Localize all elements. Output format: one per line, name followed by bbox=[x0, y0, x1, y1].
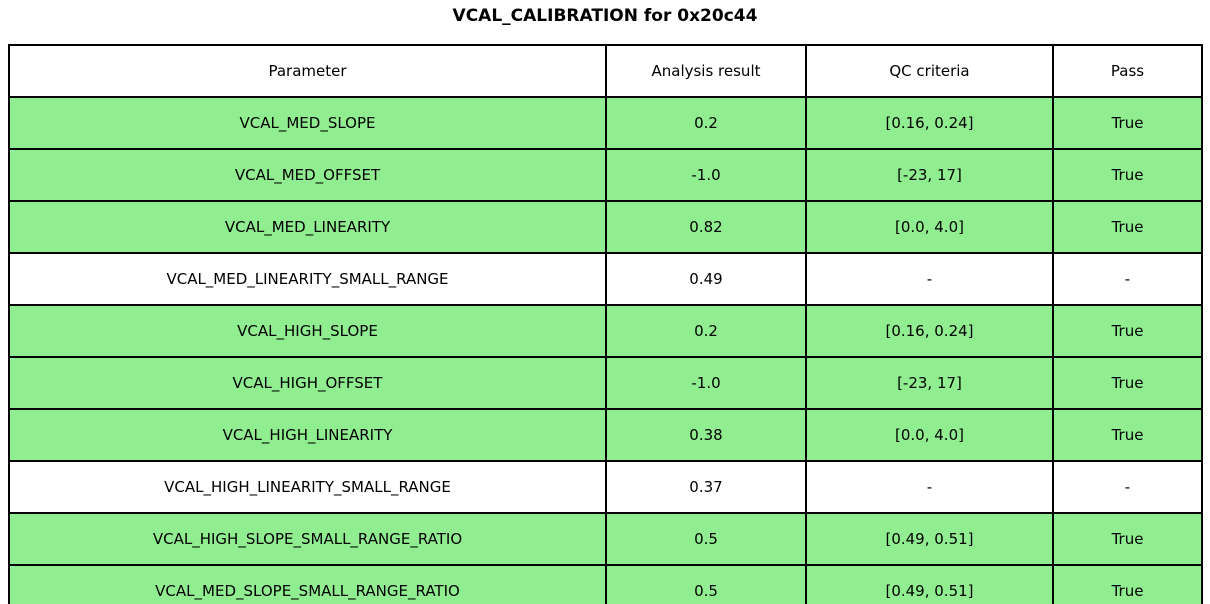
cell-pass: True bbox=[1052, 304, 1203, 358]
cell-pass: True bbox=[1052, 200, 1203, 254]
cell-parameter: VCAL_MED_LINEARITY_SMALL_RANGE bbox=[8, 252, 607, 306]
header-pass: Pass bbox=[1052, 44, 1203, 98]
table-row: VCAL_MED_OFFSET -1.0 [-23, 17] True bbox=[8, 148, 1203, 202]
cell-analysis-result: 0.2 bbox=[605, 304, 807, 358]
cell-qc-criteria: [-23, 17] bbox=[805, 356, 1054, 410]
cell-pass: True bbox=[1052, 512, 1203, 566]
table-row: VCAL_MED_SLOPE 0.2 [0.16, 0.24] True bbox=[8, 96, 1203, 150]
table-row: VCAL_MED_SLOPE_SMALL_RANGE_RATIO 0.5 [0.49… bbox=[8, 564, 1203, 604]
cell-pass: - bbox=[1052, 252, 1203, 306]
cell-pass: True bbox=[1052, 148, 1203, 202]
qc-criteria-table: Parameter Analysis result QC criteria Pa… bbox=[8, 44, 1203, 604]
cell-qc-criteria: [0.0, 4.0] bbox=[805, 408, 1054, 462]
cell-analysis-result: 0.37 bbox=[605, 460, 807, 514]
cell-pass: - bbox=[1052, 460, 1203, 514]
cell-pass: True bbox=[1052, 564, 1203, 604]
cell-qc-criteria: - bbox=[805, 252, 1054, 306]
cell-parameter: VCAL_HIGH_SLOPE bbox=[8, 304, 607, 358]
cell-parameter: VCAL_MED_LINEARITY bbox=[8, 200, 607, 254]
cell-qc-criteria: [-23, 17] bbox=[805, 148, 1054, 202]
table-row: VCAL_HIGH_SLOPE 0.2 [0.16, 0.24] True bbox=[8, 304, 1203, 358]
cell-parameter: VCAL_MED_SLOPE bbox=[8, 96, 607, 150]
cell-analysis-result: 0.38 bbox=[605, 408, 807, 462]
cell-pass: True bbox=[1052, 408, 1203, 462]
table-row: VCAL_MED_LINEARITY_SMALL_RANGE 0.49- - bbox=[8, 252, 1203, 306]
cell-pass: True bbox=[1052, 356, 1203, 410]
header-qc-criteria: QC criteria bbox=[805, 44, 1054, 98]
table-row: VCAL_MED_LINEARITY 0.82 [0.0, 4.0] True bbox=[8, 200, 1203, 254]
header-analysis-result: Analysis result bbox=[605, 44, 807, 98]
cell-parameter: VCAL_HIGH_OFFSET bbox=[8, 356, 607, 410]
table-row: VCAL_HIGH_LINEARITY 0.38 [0.0, 4.0] True bbox=[8, 408, 1203, 462]
cell-qc-criteria: [0.49, 0.51] bbox=[805, 512, 1054, 566]
page-title: VCAL_CALIBRATION for 0x20c44 bbox=[452, 6, 758, 26]
cell-qc-criteria: [0.0, 4.0] bbox=[805, 200, 1054, 254]
cell-analysis-result: 0.2 bbox=[605, 96, 807, 150]
cell-qc-criteria: [0.49, 0.51] bbox=[805, 564, 1054, 604]
cell-analysis-result: 0.5 bbox=[605, 564, 807, 604]
cell-parameter: VCAL_MED_SLOPE_SMALL_RANGE_RATIO bbox=[8, 564, 607, 604]
cell-analysis-result: -1.0 bbox=[605, 356, 807, 410]
header-parameter: Parameter bbox=[8, 44, 607, 98]
cell-pass: True bbox=[1052, 96, 1203, 150]
header-row: Parameter Analysis result QC criteria Pa… bbox=[8, 44, 1203, 98]
cell-parameter: VCAL_HIGH_SLOPE_SMALL_RANGE_RATIO bbox=[8, 512, 607, 566]
cell-qc-criteria: [0.16, 0.24] bbox=[805, 304, 1054, 358]
cell-analysis-result: 0.5 bbox=[605, 512, 807, 566]
cell-analysis-result: 0.49 bbox=[605, 252, 807, 306]
cell-parameter: VCAL_HIGH_LINEARITY_SMALL_RANGE bbox=[8, 460, 607, 514]
table-row: VCAL_HIGH_SLOPE_SMALL_RANGE_RATIO 0.5 [0.4… bbox=[8, 512, 1203, 566]
cell-qc-criteria: - bbox=[805, 460, 1054, 514]
cell-parameter: VCAL_HIGH_LINEARITY bbox=[8, 408, 607, 462]
table-row: VCAL_HIGH_OFFSET -1.0 [-23, 17] True bbox=[8, 356, 1203, 410]
cell-parameter: VCAL_MED_OFFSET bbox=[8, 148, 607, 202]
cell-analysis-result: -1.0 bbox=[605, 148, 807, 202]
cell-analysis-result: 0.82 bbox=[605, 200, 807, 254]
table-body: VCAL_MED_SLOPE 0.2 [0.16, 0.24] True VCAL_ME… bbox=[8, 96, 1203, 604]
table-row: VCAL_HIGH_LINEARITY_SMALL_RANGE 0.37- - bbox=[8, 460, 1203, 514]
cell-qc-criteria: [0.16, 0.24] bbox=[805, 96, 1054, 150]
